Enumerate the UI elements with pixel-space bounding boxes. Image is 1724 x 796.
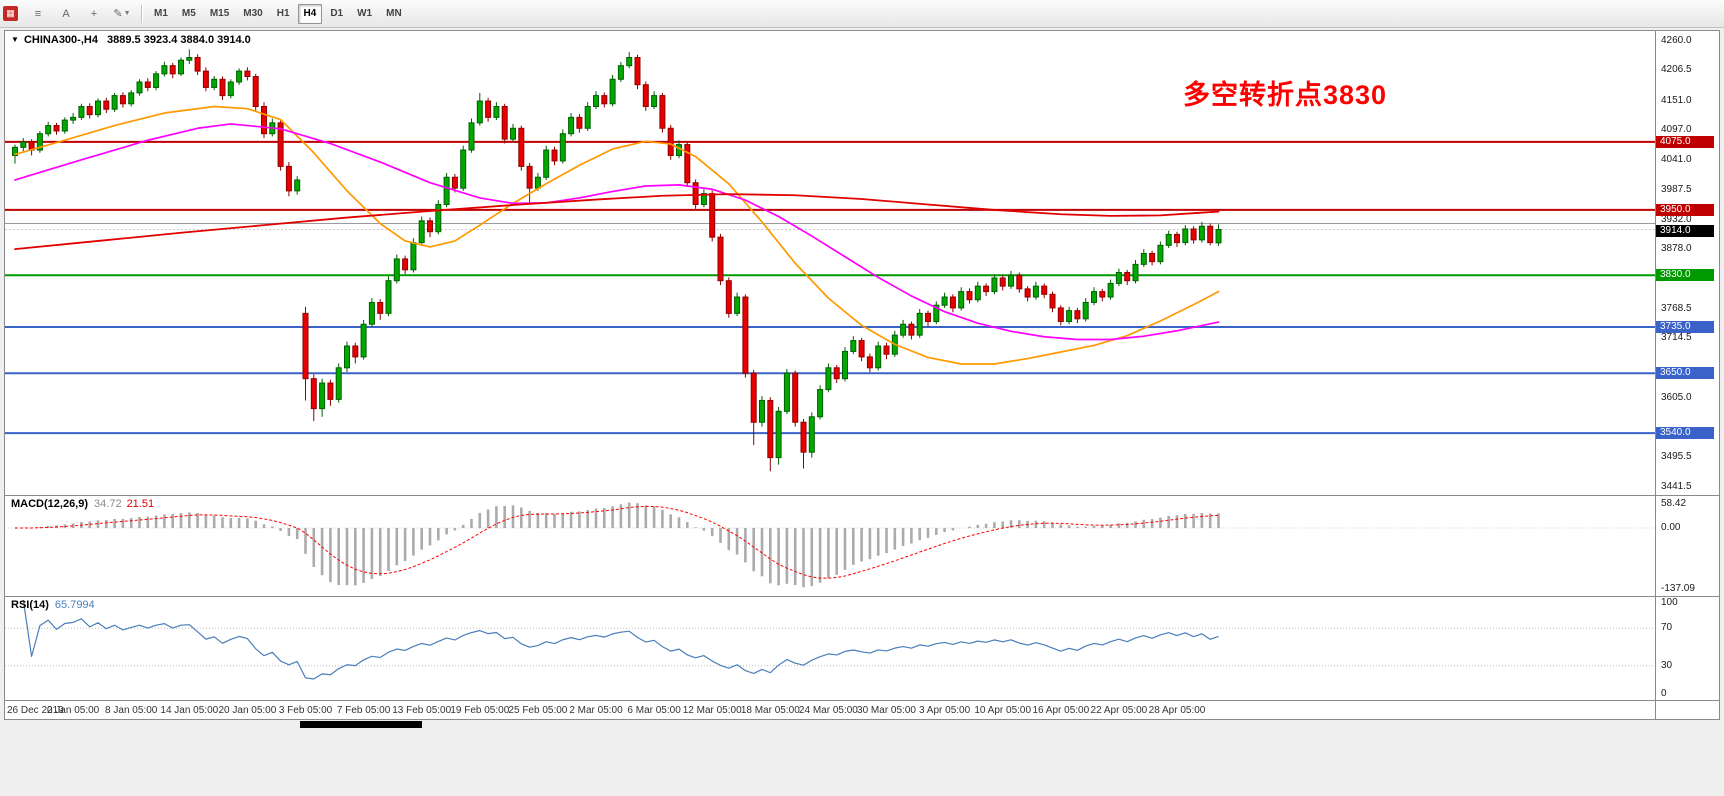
rsi-axis-label: 100	[1661, 597, 1678, 608]
timeframe-button-m30[interactable]: M30	[243, 8, 263, 19]
time-label: 12 Mar 05:00	[682, 705, 742, 716]
price-line-badge: 3950.0	[1656, 203, 1714, 216]
pane-separator-timeaxis	[5, 700, 1719, 701]
toolbar: ▦ ≡ A + ✎ ▼ M1 M5 M15 M30 H1 H4 D1 W1 MN	[0, 0, 1724, 28]
price-tick: 3987.5	[1661, 183, 1692, 195]
timeframe-button-h1[interactable]: H1	[276, 8, 290, 19]
macd-axis-zero: 0.00	[1661, 522, 1681, 533]
taskbar-fragment	[300, 721, 422, 728]
price-tick: 3605.0	[1661, 391, 1692, 403]
time-label: 7 Feb 05:00	[336, 705, 391, 716]
time-label: 2 Mar 05:00	[569, 705, 623, 716]
price-line-badge: 3830.0	[1656, 269, 1714, 282]
macd-axis-top: 58.42	[1661, 498, 1687, 509]
macd-value-main: 34.72	[94, 498, 122, 510]
time-label: 6 Mar 05:00	[627, 705, 681, 716]
price-line-badge: 3735.0	[1656, 320, 1714, 333]
timeframe-button-h4[interactable]: H4	[297, 3, 323, 24]
time-label: 3 Apr 05:00	[919, 705, 971, 716]
chart-window: ▼ CHINA300-,H4 3889.5 3923.4 3884.0 3914…	[4, 30, 1720, 720]
candlesticks	[12, 49, 1222, 472]
timeframe-button-m1[interactable]: M1	[154, 8, 168, 19]
price-tick: 3768.5	[1661, 302, 1692, 314]
rsi-value: 65.7994	[54, 599, 95, 611]
rsi-axis-label: 30	[1661, 659, 1673, 671]
time-label: 10 Apr 05:00	[974, 705, 1032, 716]
price-axis[interactable]: 4260.0 4206.5 4151.0 4097.0 4041.0 3987.5 3932…	[1655, 31, 1719, 719]
ma-fast-line	[14, 105, 1220, 365]
timeframe-button-mn[interactable]: MN	[386, 8, 402, 19]
rsi-axis-label: 70	[1661, 622, 1673, 634]
rsi-indicator-label: RSI(14) 65.7994	[11, 599, 95, 611]
macd-indicator-label: MACD(12,26,9) 34.72 21.51	[11, 498, 154, 510]
menu-tool-button[interactable]: ≡	[34, 7, 42, 20]
time-label: 22 Apr 05:00	[1090, 705, 1148, 716]
price-tick: 3495.5	[1661, 451, 1692, 463]
chevron-down-icon: ▼	[123, 10, 131, 17]
chart-plot-area[interactable]: ▼ CHINA300-,H4 3889.5 3923.4 3884.0 3914…	[5, 31, 1655, 719]
price-tick: 4206.5	[1661, 64, 1692, 76]
time-label: 16 Apr 05:00	[1032, 705, 1090, 716]
time-label: 26 Dec 2019	[7, 705, 64, 716]
time-axis[interactable]: 26 Dec 2019 2 Jan 05:00 8 Jan 05:00 14 Jan …	[5, 701, 1655, 719]
time-label: 14 Jan 05:00	[160, 705, 219, 716]
bid-price-badge: 3914.0	[1656, 224, 1714, 237]
symbol-name: CHINA300-,H4	[23, 34, 98, 46]
timeframe-button-group: M1 M5 M15 M30 H1 H4 D1 W1 MN	[147, 3, 409, 24]
price-tick: 4260.0	[1661, 35, 1692, 47]
chart-text-annotation[interactable]: 多空转折点3830	[1183, 80, 1388, 110]
macd-value-signal: 21.51	[126, 498, 155, 510]
price-tick: 3441.5	[1661, 480, 1692, 492]
macd-pane	[5, 502, 1655, 588]
time-label: 2 Jan 05:00	[46, 705, 100, 716]
macd-axis-bottom: -137.09	[1661, 583, 1695, 594]
crosshair-tool-button[interactable]: +	[90, 7, 98, 20]
toolbar-separator	[141, 4, 142, 23]
rsi-name: RSI(14)	[11, 599, 49, 611]
time-label: 24 Mar 05:00	[798, 705, 858, 716]
price-tick: 4097.0	[1661, 123, 1692, 135]
price-tick: 3878.0	[1661, 243, 1692, 255]
symbol-title: ▼ CHINA300-,H4 3889.5 3923.4 3884.0 3914…	[11, 34, 251, 46]
draw-tool-button[interactable]: ✎ ▼	[113, 8, 131, 20]
time-label: 30 Mar 05:00	[857, 705, 916, 716]
time-label: 3 Feb 05:00	[278, 705, 333, 716]
candlestick-chart-svg[interactable]	[5, 31, 1655, 719]
time-label: 19 Feb 05:00	[450, 705, 510, 716]
pane-separator-macd[interactable]	[5, 495, 1719, 496]
app-icon: ▦	[3, 6, 18, 21]
ma-slow-line	[14, 193, 1220, 251]
time-label: 13 Feb 05:00	[392, 705, 452, 716]
pane-separator-rsi[interactable]	[5, 596, 1719, 597]
timeframe-button-m15[interactable]: M15	[209, 8, 230, 19]
ma-mid-line	[14, 123, 1220, 341]
timeframe-button-m5[interactable]: M5	[181, 8, 196, 19]
symbol-dropdown-icon[interactable]: ▼	[11, 35, 19, 44]
price-tick: 4041.0	[1661, 154, 1692, 166]
time-label: 18 Mar 05:00	[740, 705, 800, 716]
price-line-badge: 3650.0	[1656, 367, 1714, 380]
rsi-axis-label: 0	[1661, 688, 1667, 699]
price-tick: 3932.0	[1661, 213, 1692, 225]
time-label: 8 Jan 05:00	[105, 705, 158, 716]
price-line-badge: 3540.0	[1656, 427, 1714, 440]
symbol-ohlc: 3889.5 3923.4 3884.0 3914.0	[107, 34, 251, 46]
time-label: 20 Jan 05:00	[218, 705, 277, 716]
price-line-badge: 4075.0	[1656, 135, 1714, 148]
time-label: 25 Feb 05:00	[508, 705, 568, 716]
macd-name: MACD(12,26,9)	[11, 498, 89, 510]
timeframe-button-d1[interactable]: D1	[330, 8, 344, 19]
price-tick: 4151.0	[1661, 94, 1692, 106]
tool-button-group: ≡ A + ✎ ▼	[24, 3, 136, 25]
timeframe-button-w1[interactable]: W1	[357, 8, 373, 19]
cursor-tool-button[interactable]: A	[62, 7, 70, 20]
rsi-pane	[5, 599, 1655, 680]
time-label: 28 Apr 05:00	[1148, 705, 1206, 716]
price-tick: 3714.5	[1661, 332, 1692, 344]
